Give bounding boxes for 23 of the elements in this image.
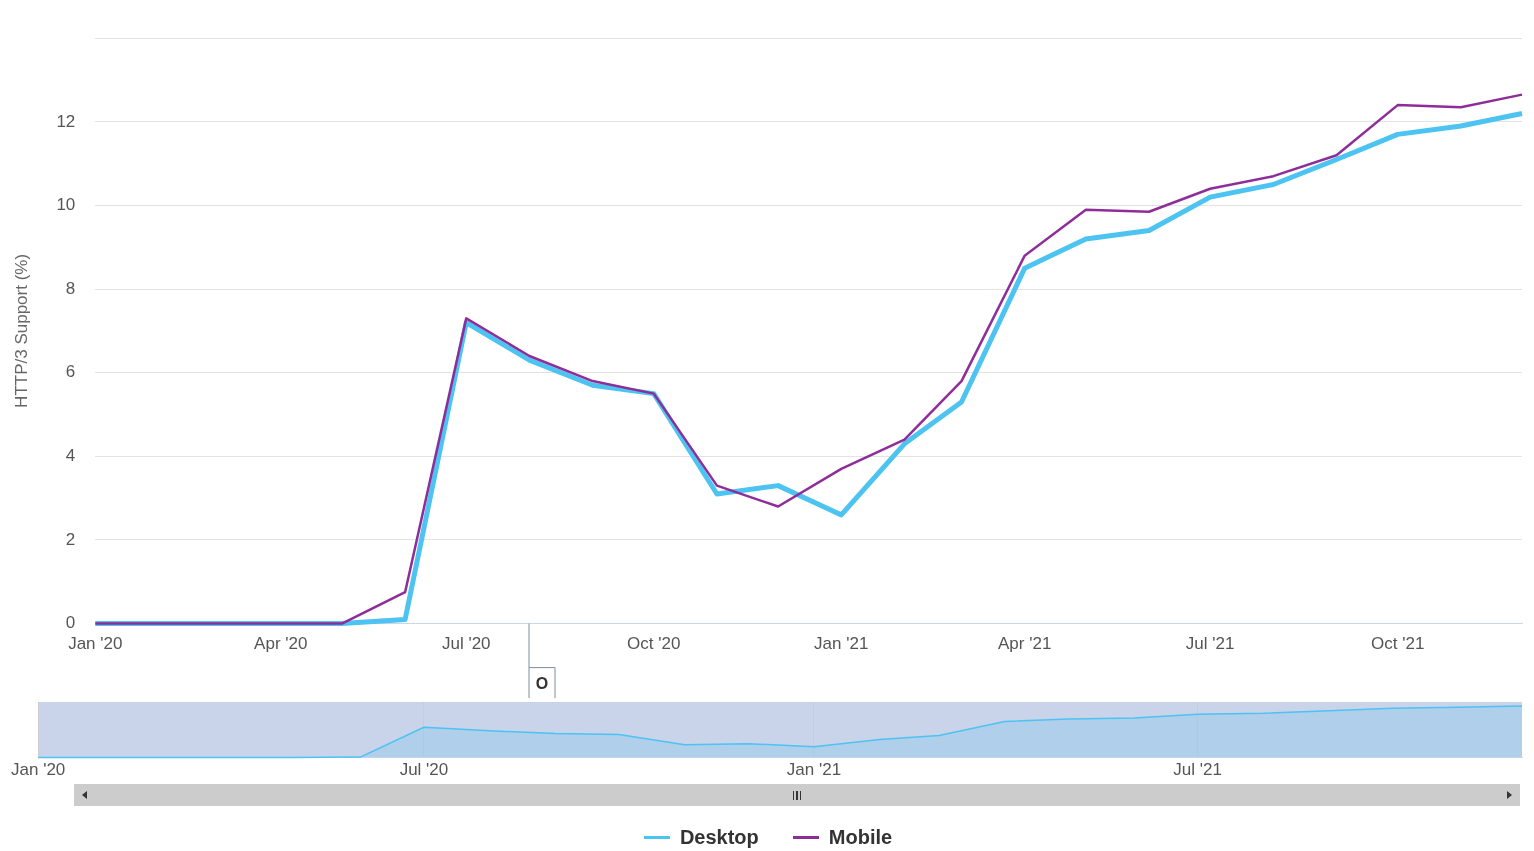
x-tick-label: Jul '21 [1173, 760, 1222, 780]
y-tick-label: 0 [65, 613, 76, 633]
x-tick-label: Jul '20 [441, 634, 491, 654]
y-tick-label: 4 [65, 446, 76, 466]
x-tick-label: Oct '21 [1371, 634, 1425, 654]
x-tick-label: Jan '21 [786, 760, 842, 780]
x-tick-label: Jan '20 [11, 760, 66, 780]
x-tick-label: Apr '21 [998, 634, 1052, 654]
x-tick-label: Apr '20 [254, 634, 308, 654]
y-tick-label: 6 [65, 362, 76, 382]
x-tick-label: Jul '20 [399, 760, 449, 780]
y-tick-label: 10 [56, 195, 76, 215]
legend-label: Desktop [679, 826, 759, 849]
x-tick-label: Jan '20 [68, 634, 123, 654]
legend-label: Mobile [828, 826, 893, 849]
y-tick-label: 8 [65, 278, 76, 298]
x-tick-label: Jan '21 [814, 634, 869, 654]
y-tick-label: 12 [56, 111, 76, 131]
y-axis-title: HTTP/3 Support (%) [11, 253, 31, 408]
y-tick-label: 2 [65, 529, 76, 549]
x-tick-label: Jul '21 [1185, 634, 1235, 654]
x-tick-label: Oct '20 [627, 634, 681, 654]
text: O [535, 675, 549, 693]
